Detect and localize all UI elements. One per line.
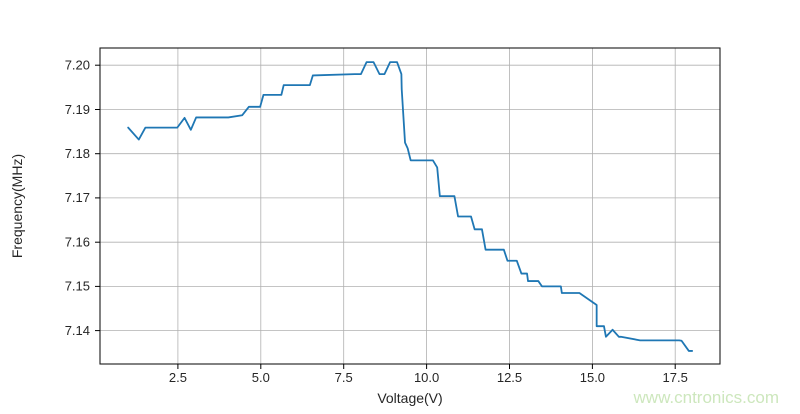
svg-text:12.5: 12.5: [497, 370, 522, 385]
svg-text:www.cntronics.com: www.cntronics.com: [633, 388, 779, 407]
svg-text:7.5: 7.5: [335, 370, 353, 385]
svg-text:7.20: 7.20: [65, 58, 90, 73]
svg-text:15.0: 15.0: [580, 370, 605, 385]
svg-text:Voltage(V): Voltage(V): [377, 390, 442, 406]
svg-text:5.0: 5.0: [252, 370, 270, 385]
svg-text:7.14: 7.14: [65, 323, 90, 338]
svg-text:7.19: 7.19: [65, 102, 90, 117]
svg-text:7.18: 7.18: [65, 146, 90, 161]
svg-text:7.16: 7.16: [65, 235, 90, 250]
svg-text:2.5: 2.5: [169, 370, 187, 385]
svg-text:10.0: 10.0: [414, 370, 439, 385]
svg-text:17.5: 17.5: [663, 370, 688, 385]
svg-text:7.15: 7.15: [65, 279, 90, 294]
svg-text:Frequency(MHz): Frequency(MHz): [9, 154, 25, 258]
svg-text:7.17: 7.17: [65, 190, 90, 205]
